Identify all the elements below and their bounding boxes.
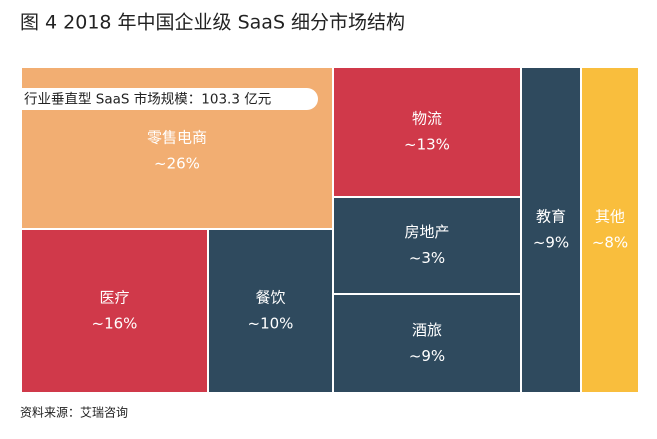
tile-label: 医疗: [99, 289, 129, 307]
tile: [22, 230, 207, 392]
value-label: ~8%: [592, 234, 628, 252]
value-label: ~9%: [409, 347, 445, 365]
value-label: ~3%: [409, 249, 445, 267]
value-label: ~13%: [404, 136, 450, 154]
tile-label: 其他: [595, 208, 625, 226]
tile: [334, 68, 520, 196]
tile-label: 餐饮: [255, 289, 285, 307]
tile-label: 房地产: [404, 223, 449, 241]
tile: [334, 198, 520, 293]
value-label: ~16%: [92, 315, 138, 333]
tile: [522, 68, 580, 392]
tile-label: 教育: [536, 208, 566, 226]
value-label: ~10%: [248, 315, 294, 333]
annotation: 行业垂直型 SaaS 市场规模：103.3 亿元: [24, 91, 271, 108]
tile-label: 物流: [412, 110, 442, 128]
treemap: 零售电商 ~26% 医疗 ~16% 餐饮 ~10% 物流 ~13% 房地产 ~3% 酒旅 ~9% 教育 ~…: [22, 68, 638, 392]
annotation-box: [22, 88, 318, 110]
chart-title: 图 4 2018 年中国企业级 SaaS 细分市场结构: [20, 12, 405, 34]
tile-label: 零售电商: [147, 129, 207, 147]
tile: [209, 230, 332, 392]
tile: [582, 68, 638, 392]
tile-label: 酒旅: [412, 321, 442, 339]
source: 资料来源：艾瑞咨询: [20, 405, 128, 420]
tile: [334, 295, 520, 392]
value-label: ~26%: [154, 155, 200, 173]
value-label: ~9%: [533, 234, 569, 252]
